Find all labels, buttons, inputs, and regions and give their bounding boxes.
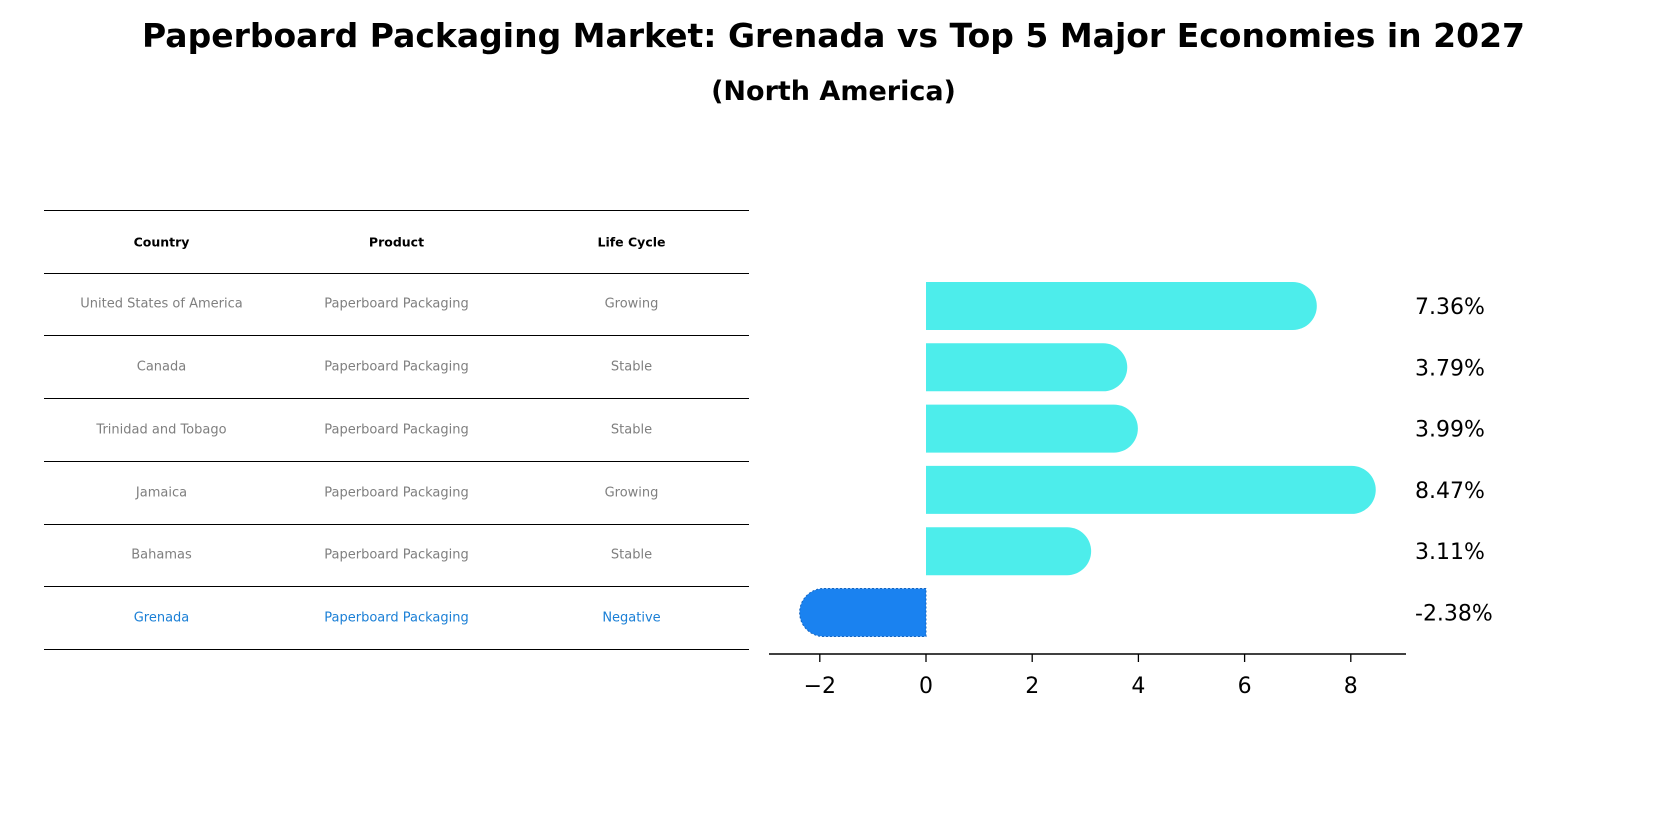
table-cell: Growing xyxy=(604,485,659,500)
table-header-cell: Product xyxy=(368,234,425,249)
table-cell: Paperboard Packaging xyxy=(324,610,469,625)
table-cell: Paperboard Packaging xyxy=(324,422,469,437)
x-tick-label: 4 xyxy=(1131,674,1145,699)
table-cell: Trinidad and Tobago xyxy=(96,422,227,437)
bar xyxy=(926,404,1138,453)
table-cell: Paperboard Packaging xyxy=(324,359,469,374)
table-divider xyxy=(44,586,749,588)
x-tick-label: 0 xyxy=(919,674,933,699)
value-label: 3.99% xyxy=(1415,418,1485,443)
table-divider xyxy=(44,273,749,275)
value-label: 3.79% xyxy=(1415,356,1485,381)
table-divider xyxy=(44,524,749,526)
highlight-bar xyxy=(799,588,927,637)
value-label: 8.47% xyxy=(1415,479,1485,504)
bar xyxy=(926,465,1376,514)
table-header-cell: Country xyxy=(133,234,190,249)
table-cell: Stable xyxy=(610,422,653,437)
value-label: 7.36% xyxy=(1415,295,1485,320)
table-divider xyxy=(44,335,749,337)
table-cell: Stable xyxy=(610,547,653,563)
value-label: -2.38% xyxy=(1415,602,1493,627)
table-cell: Paperboard Packaging xyxy=(324,485,469,500)
table-cell: Bahamas xyxy=(131,547,192,563)
value-label: 3.11% xyxy=(1415,540,1485,565)
table-cell: United States of America xyxy=(80,296,243,312)
x-tick-label: 6 xyxy=(1238,674,1252,699)
table-cell: Stable xyxy=(610,359,653,374)
chart-title: Paperboard Packaging Market: Grenada vs … xyxy=(142,16,1525,55)
table-divider xyxy=(44,398,749,400)
table-cell: Paperboard Packaging xyxy=(324,296,469,312)
table-cell: Grenada xyxy=(133,610,190,625)
table-divider xyxy=(44,649,749,651)
table-cell: Growing xyxy=(604,296,659,312)
x-tick-label: 8 xyxy=(1344,674,1358,699)
chart-subtitle: (North America) xyxy=(711,76,956,107)
table-cell: Jamaica xyxy=(135,485,188,500)
table-cell: Negative xyxy=(602,610,661,625)
x-tick-label: 2 xyxy=(1025,674,1039,699)
table-header-cell: Life Cycle xyxy=(597,234,666,249)
table-divider xyxy=(44,210,749,212)
bar xyxy=(926,343,1128,392)
table-divider xyxy=(44,461,749,463)
table-cell: Paperboard Packaging xyxy=(324,547,469,563)
x-tick-label: −2 xyxy=(804,674,836,699)
bar xyxy=(926,282,1317,330)
bar xyxy=(926,527,1092,576)
table-cell: Canada xyxy=(136,359,187,374)
